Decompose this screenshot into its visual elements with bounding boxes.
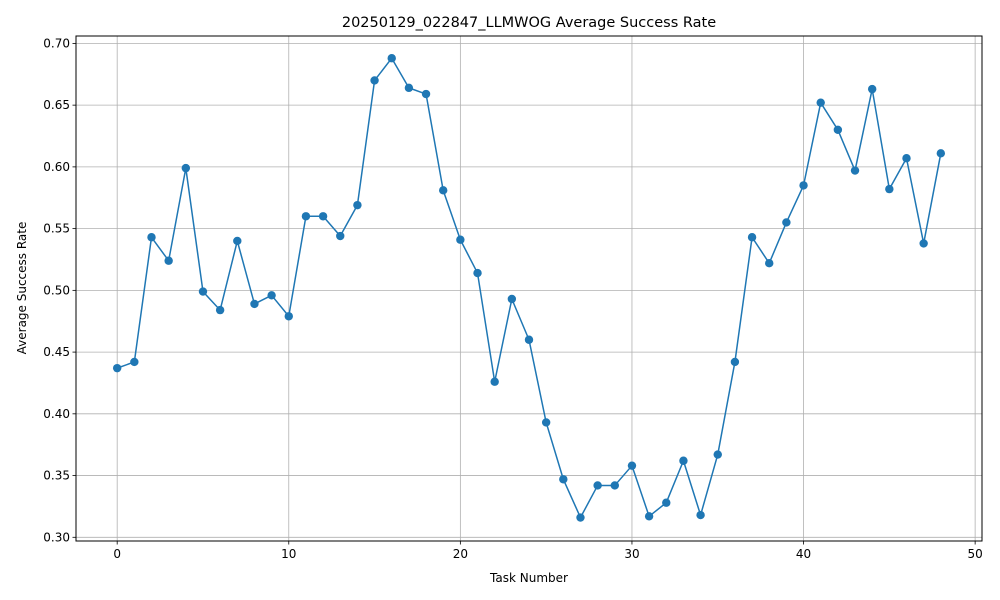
plot-frame bbox=[75, 35, 983, 542]
data-point bbox=[747, 233, 757, 242]
data-point bbox=[644, 512, 654, 521]
data-point bbox=[284, 312, 293, 321]
data-point bbox=[404, 83, 414, 93]
data-point bbox=[919, 239, 928, 248]
data-point bbox=[867, 84, 877, 94]
data-point bbox=[850, 166, 860, 175]
series-layer bbox=[112, 54, 946, 522]
y-tick-label: 0.50 bbox=[43, 283, 70, 297]
data-point bbox=[902, 154, 911, 163]
data-point bbox=[147, 233, 156, 242]
data-point bbox=[490, 377, 499, 386]
data-point bbox=[833, 125, 843, 135]
data-point bbox=[112, 363, 122, 373]
data-point bbox=[713, 450, 722, 459]
data-point bbox=[696, 510, 705, 520]
data-point bbox=[936, 149, 946, 158]
y-tick-label: 0.35 bbox=[43, 469, 70, 483]
data-point bbox=[336, 231, 345, 241]
y-axis: 0.30 0.35 0.40 0.45 0.50 0.55 0.60 0.65 0.70 bbox=[43, 36, 76, 544]
data-point bbox=[198, 287, 208, 296]
chart-title: 20250129_022847_LLMWOG Average Success R… bbox=[342, 15, 716, 31]
data-point bbox=[730, 357, 740, 367]
data-point bbox=[233, 236, 242, 246]
data-point bbox=[130, 357, 139, 367]
x-tick-label: 40 bbox=[796, 547, 811, 561]
data-point bbox=[267, 291, 276, 300]
data-point bbox=[799, 181, 808, 190]
data-point bbox=[885, 184, 894, 194]
data-point bbox=[507, 294, 517, 304]
x-tick-label: 30 bbox=[624, 547, 639, 561]
data-point bbox=[524, 335, 534, 344]
x-tick-label: 0 bbox=[113, 547, 121, 561]
data-point bbox=[765, 258, 774, 268]
data-point bbox=[370, 76, 379, 85]
data-point bbox=[387, 54, 396, 63]
data-point bbox=[164, 256, 173, 265]
y-tick-label: 0.45 bbox=[43, 345, 70, 359]
x-tick-label: 20 bbox=[453, 547, 468, 561]
y-tick-label: 0.70 bbox=[43, 36, 70, 50]
data-point bbox=[215, 305, 225, 315]
data-point bbox=[576, 513, 585, 522]
x-axis-title: Task Number bbox=[489, 571, 568, 585]
data-point bbox=[473, 268, 482, 278]
data-point bbox=[559, 475, 568, 484]
data-point bbox=[610, 481, 619, 490]
data-point bbox=[318, 212, 328, 221]
x-tick-label: 50 bbox=[967, 547, 982, 561]
y-tick-label: 0.65 bbox=[43, 98, 70, 112]
data-point bbox=[593, 481, 602, 490]
x-tick-label: 10 bbox=[281, 547, 296, 561]
series-line bbox=[116, 57, 942, 519]
data-point bbox=[541, 418, 551, 427]
data-point bbox=[627, 461, 637, 470]
data-point bbox=[782, 218, 791, 227]
data-point bbox=[679, 456, 688, 465]
y-tick-label: 0.60 bbox=[43, 160, 70, 174]
data-point bbox=[816, 98, 825, 107]
x-axis: 0 10 20 30 40 50 bbox=[113, 541, 983, 561]
y-tick-label: 0.30 bbox=[43, 530, 70, 544]
data-point bbox=[353, 200, 362, 210]
data-point bbox=[456, 235, 465, 244]
y-axis-title: Average Success Rate bbox=[15, 222, 29, 355]
data-point bbox=[181, 163, 191, 173]
y-tick-label: 0.55 bbox=[43, 222, 70, 236]
data-point bbox=[439, 186, 448, 195]
data-point bbox=[250, 299, 259, 309]
data-point bbox=[301, 212, 311, 221]
data-point bbox=[662, 498, 671, 507]
grid-lines bbox=[76, 36, 982, 541]
y-tick-label: 0.40 bbox=[43, 407, 70, 421]
data-point bbox=[421, 89, 431, 99]
